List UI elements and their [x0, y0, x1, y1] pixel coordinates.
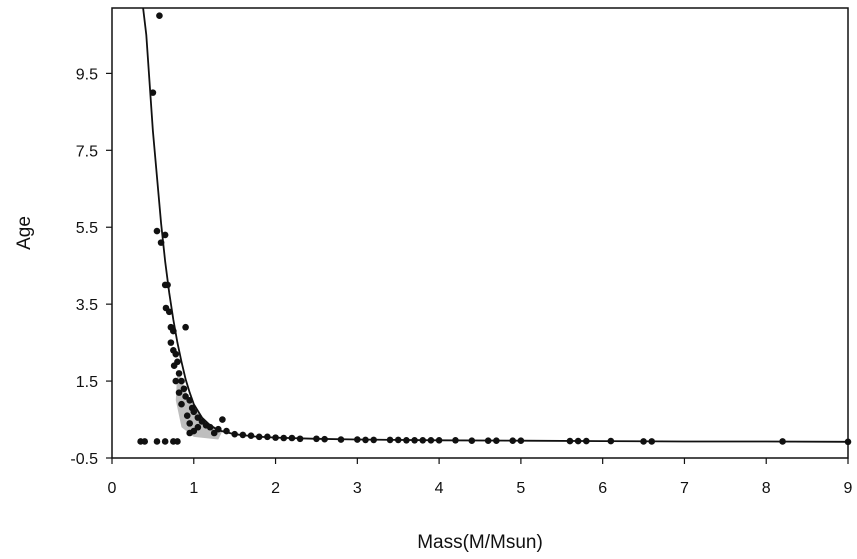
data-point [180, 385, 188, 393]
data-point [219, 416, 226, 423]
y-axis-title: Age [14, 216, 35, 250]
data-point [178, 377, 185, 385]
x-tick-label: 5 [516, 480, 525, 497]
y-tick-label: 5.5 [76, 220, 98, 237]
data-point [161, 231, 169, 239]
data-point [167, 339, 175, 346]
y-tick-label: 9.5 [76, 66, 98, 83]
y-axis: -0.5 1.5 3.5 5.5 7.5 9.5 [70, 66, 112, 468]
data-point [172, 350, 180, 358]
data-point [175, 370, 183, 377]
x-tick-label: 6 [598, 480, 607, 497]
x-tick-label: 7 [680, 480, 689, 497]
x-tick-label: 2 [271, 480, 280, 497]
data-point [153, 227, 161, 235]
y-tick-label: -0.5 [70, 451, 98, 468]
plot-frame [111, 7, 849, 459]
data-point [175, 389, 183, 396]
y-tick-label: 1.5 [76, 374, 98, 391]
data-point [190, 408, 198, 416]
data-point [165, 308, 173, 316]
x-axis: 0 1 2 3 4 5 6 7 8 9 [108, 458, 853, 497]
x-axis-title: Mass(M/Msun) [417, 532, 543, 553]
data-point [182, 323, 189, 331]
data-point [161, 438, 169, 445]
data-point [186, 420, 193, 427]
x-tick-label: 9 [844, 480, 853, 497]
data-point [153, 438, 161, 445]
x-tick-label: 4 [435, 480, 444, 497]
data-point [170, 362, 178, 369]
data-point [844, 438, 852, 446]
data-point [174, 438, 181, 445]
x-tick-label: 8 [762, 480, 771, 497]
data-points [137, 12, 852, 446]
y-tick-label: 3.5 [76, 297, 98, 314]
data-point [183, 412, 191, 419]
y-tick-label: 7.5 [76, 143, 98, 160]
x-tick-label: 0 [108, 480, 117, 497]
data-point [210, 429, 218, 437]
data-point [178, 400, 185, 408]
data-point [141, 438, 149, 445]
x-tick-label: 3 [353, 480, 362, 497]
data-point [156, 12, 163, 19]
data-point [172, 377, 180, 385]
trend-curve [142, 7, 849, 443]
data-point [186, 429, 193, 437]
x-tick-label: 1 [189, 480, 198, 497]
